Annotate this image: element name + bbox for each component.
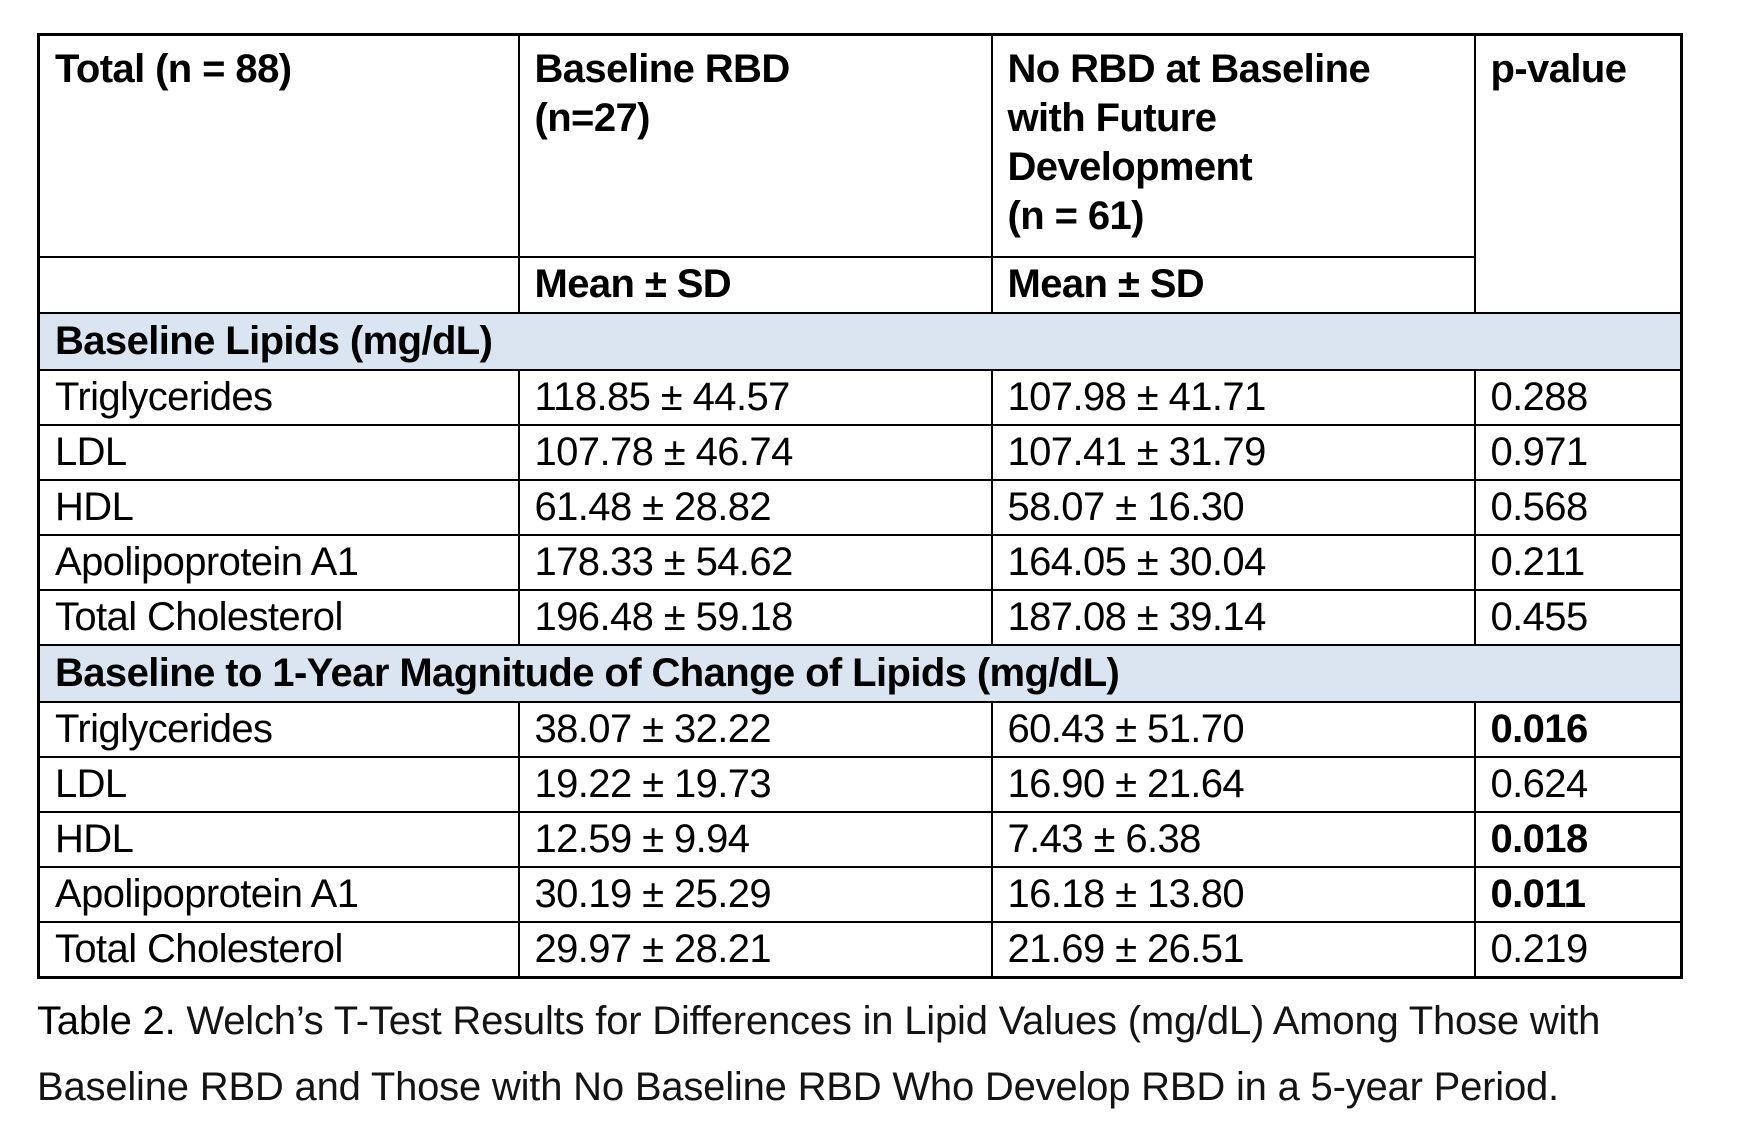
group1-value: 196.48 ± 59.18 — [517, 588, 993, 646]
p-value: 0.018 — [1473, 810, 1683, 868]
header-row-mean-sd: Mean ± SD Mean ± SD — [37, 255, 1682, 314]
p-value: 0.455 — [1473, 588, 1683, 646]
p-value: 0.568 — [1473, 478, 1683, 536]
table-row: Triglycerides 118.85 ± 44.57 107.98 ± 41… — [37, 368, 1683, 426]
row-label: Triglycerides — [37, 368, 520, 426]
row-label: Total Cholesterol — [37, 588, 520, 646]
table-row: HDL 12.59 ± 9.94 7.43 ± 6.38 0.018 — [37, 810, 1683, 868]
welch-t-test-table: Total (n = 88) Baseline RBD (n=27) No RB… — [37, 33, 1683, 979]
header-row-groups: Total (n = 88) Baseline RBD (n=27) No RB… — [37, 33, 1683, 314]
group2-value: 60.43 ± 51.70 — [990, 700, 1476, 758]
header-mean-sd-group1: Mean ± SD — [517, 255, 993, 314]
group1-value: 19.22 ± 19.73 — [517, 755, 993, 813]
group1-value: 38.07 ± 32.22 — [517, 700, 993, 758]
group1-value: 30.19 ± 25.29 — [517, 865, 993, 923]
group2-value: 21.69 ± 26.51 — [990, 920, 1476, 978]
header-p-value: p-value — [1473, 33, 1683, 314]
p-value: 0.011 — [1473, 865, 1683, 923]
group2-value: 16.90 ± 21.64 — [990, 755, 1476, 813]
table-row: Total Cholesterol 196.48 ± 59.18 187.08 … — [37, 588, 1683, 646]
group1-value: 61.48 ± 28.82 — [517, 478, 993, 536]
p-value: 0.211 — [1473, 533, 1683, 591]
header-baseline-rbd: Baseline RBD (n=27) — [517, 33, 993, 258]
group1-value: 107.78 ± 46.74 — [517, 423, 993, 481]
row-label: Apolipoprotein A1 — [37, 533, 520, 591]
group2-value: 164.05 ± 30.04 — [990, 533, 1476, 591]
row-label: LDL — [37, 755, 520, 813]
table-row: Total Cholesterol 29.97 ± 28.21 21.69 ± … — [37, 920, 1683, 978]
table-row: LDL 107.78 ± 46.74 107.41 ± 31.79 0.971 — [37, 423, 1683, 481]
group2-value: 187.08 ± 39.14 — [990, 588, 1476, 646]
table-row: HDL 61.48 ± 28.82 58.07 ± 16.30 0.568 — [37, 478, 1683, 536]
group2-value: 58.07 ± 16.30 — [990, 478, 1476, 536]
group2-value: 16.18 ± 13.80 — [990, 865, 1476, 923]
row-label: LDL — [37, 423, 520, 481]
p-value: 0.288 — [1473, 368, 1683, 426]
p-value: 0.624 — [1473, 755, 1683, 813]
caption-line-2: Baseline RBD and Those with No Baseline … — [37, 1064, 1559, 1109]
p-value: 0.016 — [1473, 700, 1683, 758]
header-total-n: Total (n = 88) — [37, 33, 520, 258]
caption-text: Welch’s T-Test Results for Differences i… — [175, 998, 1601, 1043]
row-label: Total Cholesterol — [37, 920, 520, 978]
p-value: 0.971 — [1473, 423, 1683, 481]
group2-value: 7.43 ± 6.38 — [990, 810, 1476, 868]
table-row: LDL 19.22 ± 19.73 16.90 ± 21.64 0.624 — [37, 755, 1683, 813]
section-title: Baseline to 1-Year Magnitude of Change o… — [37, 643, 1683, 703]
header-mean-sd-group2: Mean ± SD — [990, 255, 1476, 314]
table-row: Apolipoprotein A1 178.33 ± 54.62 164.05 … — [37, 533, 1683, 591]
row-label: Apolipoprotein A1 — [37, 865, 520, 923]
group2-value: 107.41 ± 31.79 — [990, 423, 1476, 481]
group1-value: 12.59 ± 9.94 — [517, 810, 993, 868]
table-caption: Table 2. Welch’s T-Test Results for Diff… — [37, 988, 1727, 1120]
row-label: HDL — [37, 478, 520, 536]
table-row: Apolipoprotein A1 30.19 ± 25.29 16.18 ± … — [37, 865, 1683, 923]
caption-line-1: Table 2. Welch’s T-Test Results for Diff… — [37, 988, 1727, 1054]
row-label: Triglycerides — [37, 700, 520, 758]
group1-value: 178.33 ± 54.62 — [517, 533, 993, 591]
header-no-rbd-baseline: No RBD at Baseline with Future Developme… — [990, 33, 1476, 258]
header-empty-cell — [37, 255, 520, 314]
group1-value: 118.85 ± 44.57 — [517, 368, 993, 426]
section-title: Baseline Lipids (mg/dL) — [37, 311, 1683, 371]
caption-table-number: Table 2. — [37, 998, 176, 1043]
section-header-magnitude-change: Baseline to 1-Year Magnitude of Change o… — [37, 643, 1683, 703]
row-label: HDL — [37, 810, 520, 868]
section-header-baseline-lipids: Baseline Lipids (mg/dL) — [37, 311, 1683, 371]
table-row: Triglycerides 38.07 ± 32.22 60.43 ± 51.7… — [37, 700, 1683, 758]
p-value: 0.219 — [1473, 920, 1683, 978]
group2-value: 107.98 ± 41.71 — [990, 368, 1476, 426]
group1-value: 29.97 ± 28.21 — [517, 920, 993, 978]
